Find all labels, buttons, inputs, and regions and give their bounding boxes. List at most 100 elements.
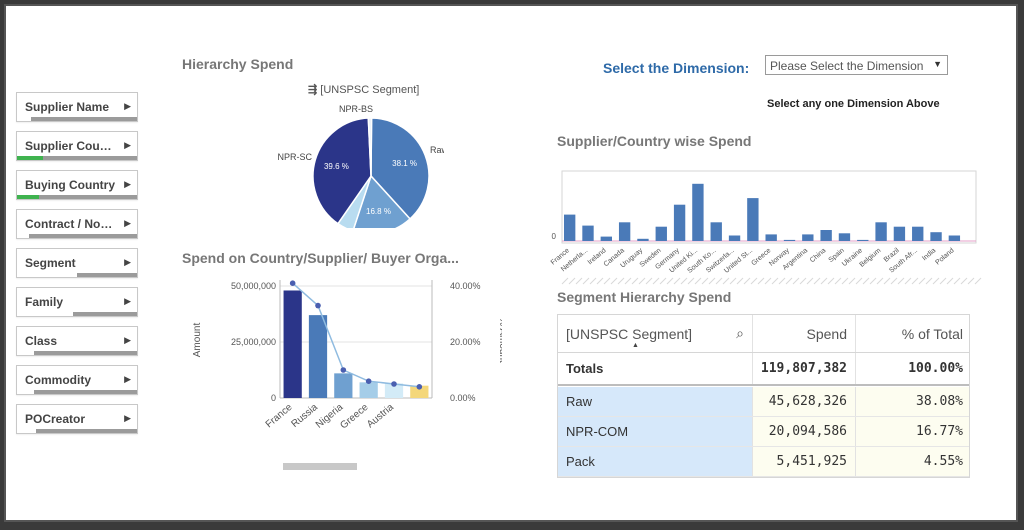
- percent-point[interactable]: [289, 280, 296, 286]
- sort-ascending-icon[interactable]: ▲: [632, 342, 639, 349]
- table-row-cell[interactable]: 20,094,586: [753, 417, 856, 446]
- chevron-right-icon: ▶: [124, 257, 131, 267]
- pie-slice-1[interactable]: [353, 174, 412, 228]
- filter-label: Supplier Country: [25, 139, 117, 153]
- y-tick-right: 20.00%: [450, 337, 481, 347]
- filter-label: Supplier Name: [25, 100, 110, 114]
- table-header-cell[interactable]: Spend: [753, 315, 856, 352]
- pie-value-label: 38.1 %: [392, 159, 417, 168]
- percent-point[interactable]: [416, 384, 423, 390]
- table-row-cell[interactable]: 4.55%: [856, 447, 969, 476]
- filter-3[interactable]: Contract / Non Contract ▶: [16, 209, 138, 239]
- pie-slice-3[interactable]: [312, 117, 372, 225]
- hierarchy-pie-chart[interactable]: 38.1 %16.8 %39.6 %NPR-BSRawNPR-SCPack: [264, 98, 444, 228]
- country-combo-chart[interactable]: 50,000,000 25,000,000 0 40.00% 20.00% 0.00% Am…: [182, 270, 502, 450]
- table-row-cell[interactable]: Raw: [558, 387, 753, 416]
- filter-label: Family: [25, 295, 64, 309]
- filter-state-bar: [17, 234, 137, 238]
- country-bar[interactable]: [783, 239, 796, 241]
- filter-state-bar: [17, 390, 137, 394]
- dimension-dropdown-value: Please Select the Dimension: [770, 59, 924, 73]
- percent-point[interactable]: [365, 378, 372, 384]
- country-bar[interactable]: [930, 232, 942, 241]
- table-row-cell[interactable]: 16.77%: [856, 417, 969, 446]
- table-header-cell[interactable]: % of Total: [901, 325, 963, 342]
- combo-bar[interactable]: [283, 290, 302, 398]
- table-row-cell[interactable]: 5,451,925: [753, 447, 856, 476]
- filter-5[interactable]: Family ▶: [16, 287, 138, 317]
- table-header[interactable]: [UNSPSC Segment] ⌕ Spend % of Total ▲: [558, 315, 969, 353]
- table-row-cell[interactable]: 38.08%: [856, 387, 969, 416]
- filter-state-bar: [17, 429, 137, 433]
- filter-2[interactable]: Buying Country ▶: [16, 170, 138, 200]
- country-bar[interactable]: [747, 198, 759, 241]
- combo-bar[interactable]: [410, 385, 429, 398]
- segment-table-title: Segment Hierarchy Spend: [557, 289, 732, 305]
- supplier-country-title: Supplier/Country wise Spend: [557, 133, 752, 149]
- percent-line: [292, 282, 420, 388]
- filter-label: Segment: [25, 256, 76, 270]
- dimension-label: Select the Dimension:: [603, 60, 750, 76]
- dimension-dropdown[interactable]: Please Select the Dimension ▼: [765, 55, 948, 75]
- filter-0[interactable]: Supplier Name ▶: [16, 92, 138, 122]
- table-row-cell[interactable]: NPR-COM: [558, 417, 753, 446]
- country-bar[interactable]: [692, 183, 704, 241]
- country-bar[interactable]: [728, 235, 741, 242]
- filter-8[interactable]: POCreator ▶: [16, 404, 138, 434]
- country-bar[interactable]: [655, 226, 667, 241]
- country-bar[interactable]: [802, 234, 814, 241]
- country-bar[interactable]: [637, 238, 649, 241]
- filter-state-bar: [17, 117, 137, 121]
- country-bar[interactable]: [710, 222, 722, 241]
- y-axis-label-left: Amount: [192, 323, 203, 358]
- country-bar[interactable]: [820, 230, 832, 241]
- table-row[interactable]: NPR-COM 20,094,586 16.77%: [558, 417, 969, 447]
- country-bar[interactable]: [600, 236, 612, 241]
- percent-point[interactable]: [340, 367, 347, 373]
- country-bar[interactable]: [893, 226, 906, 241]
- country-bar[interactable]: [582, 225, 594, 241]
- combo-bar[interactable]: [308, 315, 328, 398]
- combo-bar[interactable]: [384, 383, 404, 398]
- table-row-cell[interactable]: Pack: [558, 447, 753, 476]
- filter-label: Buying Country: [25, 178, 115, 192]
- dimension-selector[interactable]: ⇶ [UNSPSC Segment]: [308, 83, 419, 96]
- chevron-right-icon: ▶: [124, 374, 131, 384]
- country-bar[interactable]: [948, 235, 961, 242]
- table-row-cell[interactable]: 45,628,326: [753, 387, 856, 416]
- pie-slice-4[interactable]: [367, 117, 373, 177]
- country-bar[interactable]: [875, 222, 887, 241]
- filter-1[interactable]: Supplier Country ▶: [16, 131, 138, 161]
- chevron-right-icon: ▶: [124, 413, 131, 423]
- search-icon[interactable]: ⌕: [736, 325, 744, 341]
- country-bar[interactable]: [765, 234, 777, 241]
- country-bar[interactable]: [912, 226, 924, 241]
- country-bar[interactable]: [618, 222, 631, 241]
- table-row-partial: [558, 477, 970, 478]
- y-tick-zero: 0: [552, 232, 557, 241]
- country-bar[interactable]: [857, 239, 869, 241]
- filter-label: Class: [25, 334, 58, 348]
- country-bar[interactable]: [673, 204, 686, 241]
- y-tick-right: 0.00%: [450, 393, 476, 403]
- table-row[interactable]: Pack 5,451,925 4.55%: [558, 447, 969, 477]
- table-row[interactable]: Raw 45,628,326 38.08%: [558, 387, 969, 417]
- filter-7[interactable]: Commodity ▶: [16, 365, 138, 395]
- combo-bar[interactable]: [359, 382, 378, 398]
- filter-6[interactable]: Class ▶: [16, 326, 138, 356]
- percent-point[interactable]: [315, 302, 321, 309]
- segment-table: [UNSPSC Segment] ⌕ Spend% of Total ▲ Totals 1…: [557, 314, 970, 478]
- combo-bar[interactable]: [334, 373, 353, 398]
- country-bar[interactable]: [838, 233, 851, 241]
- filter-panel: Supplier Name ▶ Supplier Country ▶ Buying Co…: [16, 92, 140, 443]
- pie-outer-label: Raw: [430, 145, 444, 155]
- pie-slice-0[interactable]: [370, 117, 430, 220]
- horizontal-scrollbar[interactable]: [283, 463, 357, 470]
- percent-point[interactable]: [391, 381, 397, 387]
- table-header-cell[interactable]: [UNSPSC Segment] ⌕: [558, 315, 753, 352]
- filter-state-bar: [17, 351, 137, 355]
- dashboard-frame: Supplier Name ▶ Supplier Country ▶ Buying Co…: [4, 4, 1018, 522]
- supplier-country-chart[interactable]: 0FranceNetherla...IrelandCanadaUruguaySw…: [542, 161, 982, 286]
- country-bar[interactable]: [564, 214, 576, 241]
- filter-4[interactable]: Segment ▶: [16, 248, 138, 278]
